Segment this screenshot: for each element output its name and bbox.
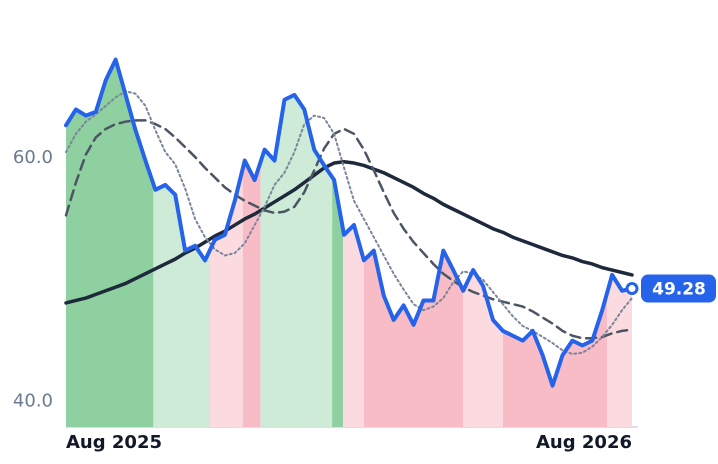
value-badge xyxy=(641,274,716,303)
zone-area xyxy=(209,168,243,427)
x-tick-label: Aug 2026 xyxy=(536,432,632,453)
zone-area xyxy=(607,274,632,427)
zone-area xyxy=(343,225,364,427)
zone-area xyxy=(502,292,608,427)
y-tick-label: 40.0 xyxy=(13,390,53,411)
zone-area xyxy=(242,160,261,428)
zone-area xyxy=(332,177,344,427)
value-label: 49.28 xyxy=(652,280,706,300)
zone-area xyxy=(153,183,210,427)
series-line xyxy=(64,57,634,388)
series-line xyxy=(64,119,634,340)
zone-area xyxy=(260,94,333,427)
y-tick-label: 60.0 xyxy=(13,147,53,168)
zone-area xyxy=(363,250,464,427)
series-line xyxy=(64,160,634,305)
x-tick-label: Aug 2025 xyxy=(66,432,162,453)
series-line xyxy=(65,90,633,356)
zone-area xyxy=(66,59,154,428)
zone-area xyxy=(463,270,503,427)
last-point xyxy=(625,282,639,296)
